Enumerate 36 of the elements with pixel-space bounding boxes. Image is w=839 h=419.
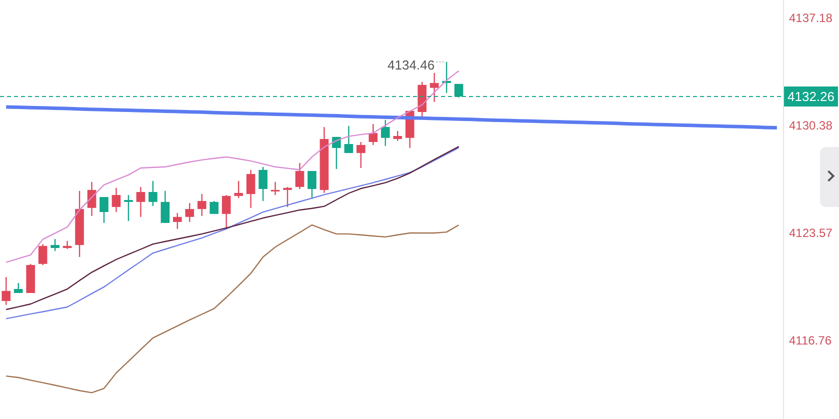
candlestick xyxy=(393,130,402,142)
candlestick xyxy=(136,186,146,218)
candlestick xyxy=(172,212,182,230)
y-tick-label: 4137.18 xyxy=(789,11,833,26)
candlestick xyxy=(344,125,354,154)
annotation: 4134.46 xyxy=(388,57,435,72)
candlestick xyxy=(283,186,292,208)
candlestick xyxy=(295,162,304,190)
y-tick-label: 4123.57 xyxy=(789,226,833,240)
candlestick xyxy=(270,181,280,196)
ref-line-label: 4132.26 xyxy=(788,89,834,104)
candlestick xyxy=(124,194,133,222)
candlestick xyxy=(50,238,60,252)
candlestick xyxy=(308,170,316,200)
candlestick xyxy=(197,193,206,217)
candlestick xyxy=(368,123,378,146)
candlestick xyxy=(38,243,48,266)
candlestick xyxy=(62,240,72,250)
candlestick xyxy=(380,119,390,147)
candlestick xyxy=(148,180,158,207)
candlestick xyxy=(210,200,219,215)
candlestick xyxy=(332,136,341,170)
candlestick xyxy=(160,190,170,224)
y-tick-label: 4130.38 xyxy=(789,118,833,133)
candlestick xyxy=(430,72,439,103)
y-tick-label: 4116.76 xyxy=(789,333,832,348)
candlestick xyxy=(185,202,194,223)
candlestick xyxy=(112,187,121,213)
candlestick xyxy=(2,276,11,306)
candlestick xyxy=(222,194,231,229)
candlestick xyxy=(100,196,108,224)
candlestick xyxy=(258,166,268,202)
candlestick xyxy=(234,180,243,199)
candlestick xyxy=(246,169,256,209)
candlestick xyxy=(356,141,366,169)
candlestick xyxy=(14,282,23,294)
